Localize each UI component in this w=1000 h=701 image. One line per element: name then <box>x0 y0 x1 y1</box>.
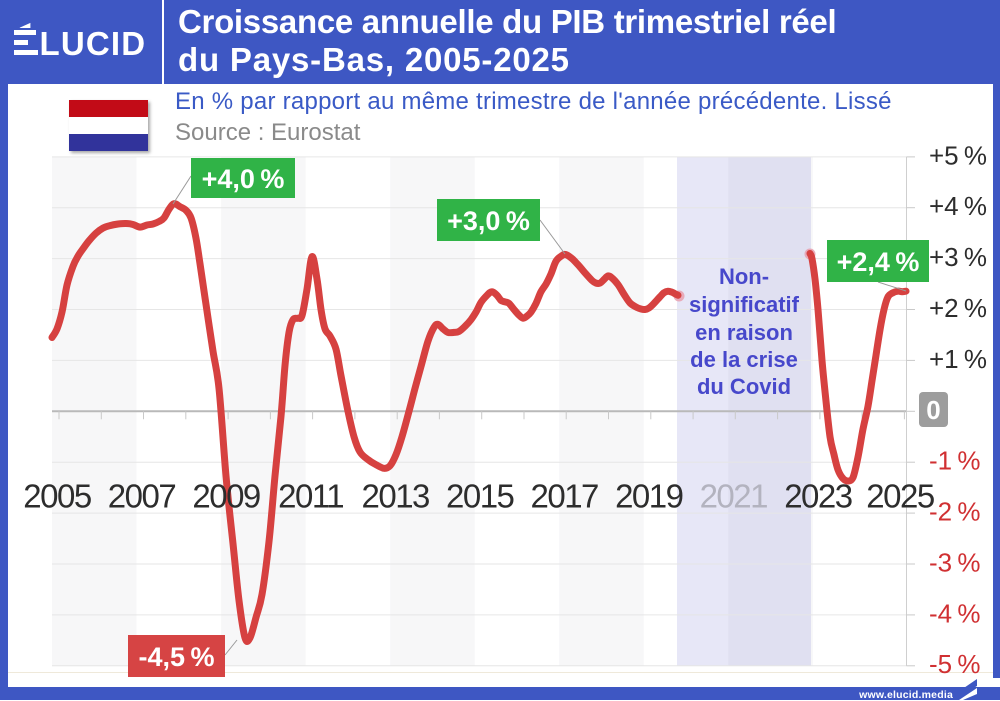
svg-text:+2,4 %: +2,4 % <box>837 247 920 277</box>
svg-text:-3 %: -3 % <box>929 548 980 578</box>
svg-text:du Covid: du Covid <box>697 374 791 399</box>
svg-text:Non-: Non- <box>719 264 769 289</box>
svg-text:+4,0 %: +4,0 % <box>202 164 285 194</box>
svg-text:-5 %: -5 % <box>929 649 980 679</box>
svg-text:+2 %: +2 % <box>929 293 987 323</box>
svg-text:2021: 2021 <box>700 478 768 515</box>
svg-text:+4 %: +4 % <box>929 191 987 221</box>
svg-text:-4,5 %: -4,5 % <box>139 642 215 672</box>
svg-text:en raison: en raison <box>695 320 793 345</box>
svg-text:LUCID: LUCID <box>40 25 147 62</box>
svg-text:2013: 2013 <box>361 478 429 515</box>
svg-text:de la crise: de la crise <box>690 347 798 372</box>
svg-text:-1 %: -1 % <box>929 446 980 476</box>
svg-text:significatif: significatif <box>689 292 800 317</box>
svg-text:0: 0 <box>926 395 940 425</box>
svg-text:2009: 2009 <box>192 478 260 515</box>
svg-text:2023: 2023 <box>784 478 852 515</box>
svg-text:2015: 2015 <box>446 478 514 515</box>
svg-text:2025: 2025 <box>866 478 934 515</box>
svg-text:-4 %: -4 % <box>929 598 980 628</box>
svg-text:2007: 2007 <box>108 478 176 515</box>
svg-text:-2 %: -2 % <box>929 497 980 527</box>
svg-text:+5 %: +5 % <box>929 140 987 170</box>
svg-text:+3,0 %: +3,0 % <box>447 206 530 236</box>
svg-text:+3 %: +3 % <box>929 242 987 272</box>
svg-text:2011: 2011 <box>278 478 343 515</box>
svg-text:2017: 2017 <box>530 478 598 515</box>
svg-text:2019: 2019 <box>615 478 683 515</box>
svg-text:2005: 2005 <box>23 478 91 515</box>
svg-text:+1 %: +1 % <box>929 344 987 374</box>
